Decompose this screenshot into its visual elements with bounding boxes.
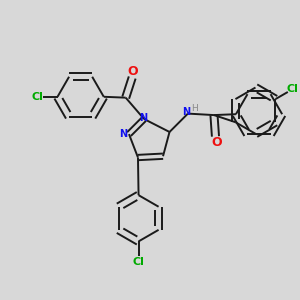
Text: N: N [140,113,148,123]
Text: Cl: Cl [133,257,145,267]
Text: O: O [212,136,222,149]
Text: Cl: Cl [286,84,298,94]
Text: Cl: Cl [32,92,43,102]
Text: O: O [127,65,137,78]
Text: H: H [191,104,198,113]
Text: N: N [182,107,190,117]
Text: N: N [120,128,128,139]
